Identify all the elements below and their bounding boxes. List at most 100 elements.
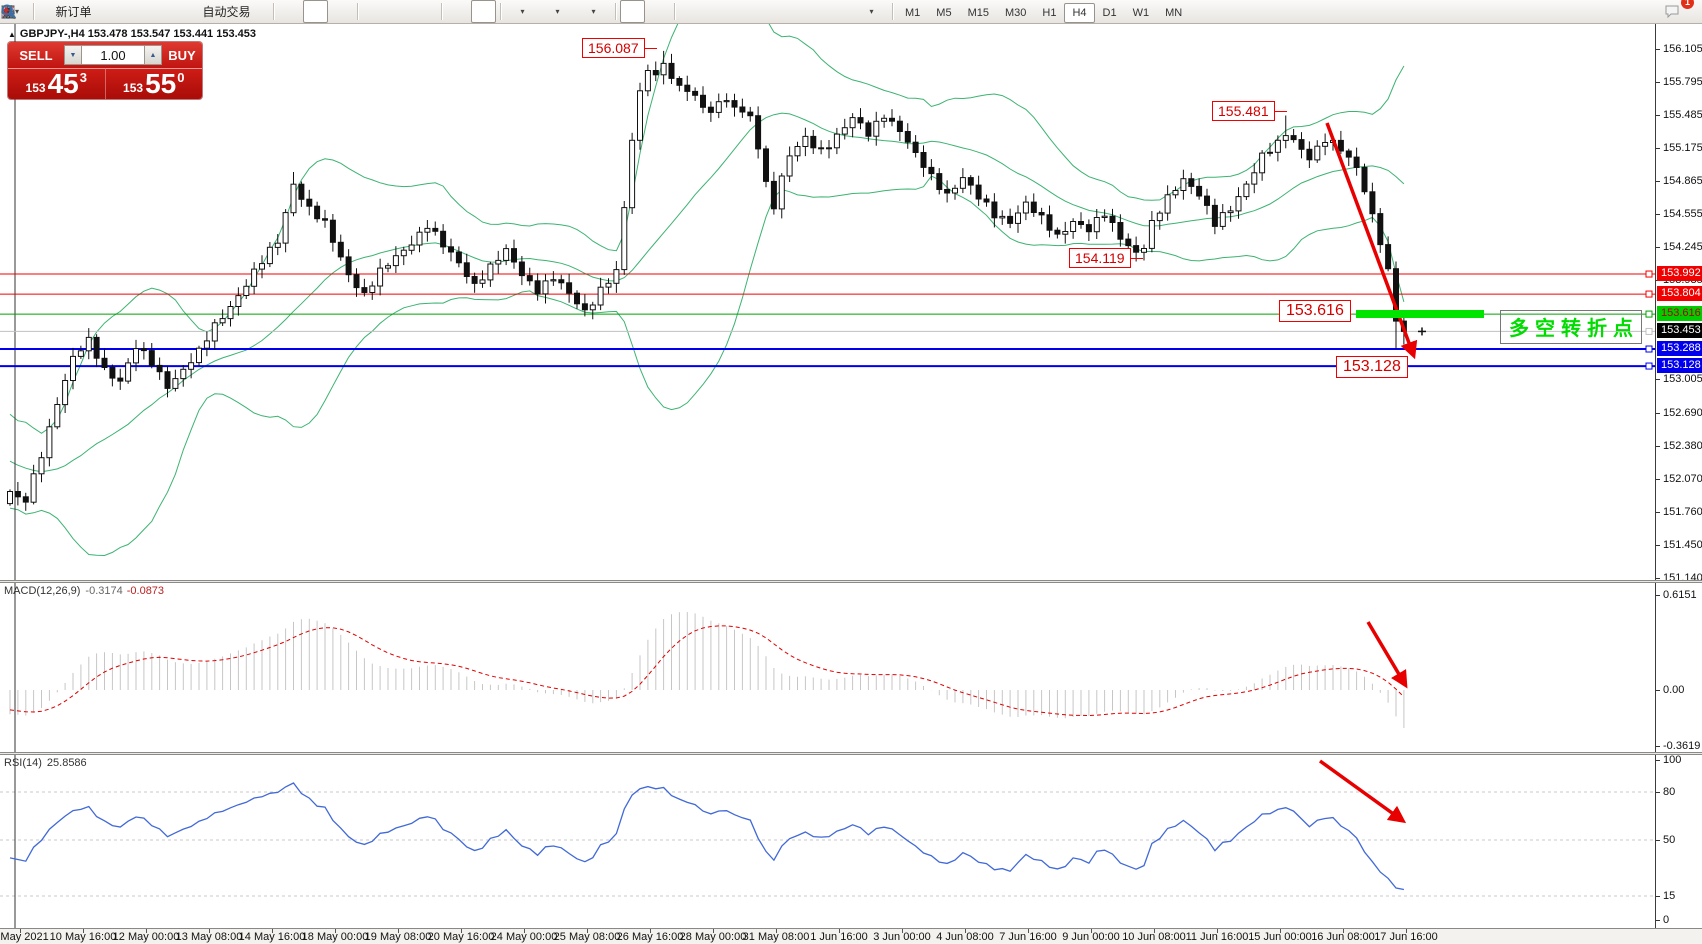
trendline-tool[interactable] [2, 0, 754, 23]
symbol-ohlc-text: GBPJPY-,H4 153.478 153.547 153.441 153.4… [19, 28, 256, 40]
timeframe-M30[interactable]: M30 [1004, 6, 1027, 19]
equidistant-channel-tool[interactable]: E [1, 0, 779, 23]
vertical-line-tool[interactable] [7, 0, 704, 23]
rsi-tick: 0 [1663, 914, 1670, 926]
time-label: 4 Jun 08:00 [936, 931, 994, 943]
price-axis[interactable]: 156.105 155.795 155.485 155.175 154.865 154.5… [1655, 24, 1702, 928]
rsi-indicator-label: RSI(14) 25.8586 [4, 757, 87, 769]
time-label: 16 Jun 08:00 [1311, 931, 1375, 943]
time-label: 7 Jun 16:00 [999, 931, 1057, 943]
buy-price[interactable]: 153 55 0 [104, 68, 202, 99]
timeframe-W1[interactable]: W1 [1132, 6, 1150, 19]
price-annotation[interactable]: 153.128 [1336, 356, 1408, 378]
chevron-down-icon: ▾ [555, 7, 560, 16]
price-tick: 151.760 [1663, 506, 1702, 518]
price-annotation[interactable]: 153.616 [1279, 300, 1351, 322]
sell-button[interactable]: SELL [19, 47, 53, 63]
periods-button[interactable]: ▾ [1, 0, 575, 23]
timeframe-D1[interactable]: D1 [1102, 6, 1117, 19]
separator [615, 3, 616, 20]
time-label: 17 Jun 16:00 [1374, 931, 1438, 943]
text-label-tool[interactable]: T [1, 0, 854, 23]
notifications-button[interactable]: 1 [1663, 0, 1694, 23]
rsi-value: 25.8586 [46, 757, 87, 769]
price-tick: 154.865 [1663, 175, 1702, 187]
timeframe-M5[interactable]: M5 [936, 6, 952, 19]
search-button[interactable] [1, 0, 1653, 23]
autotrading-label: 自动交易 [202, 5, 251, 19]
pane-splitter[interactable] [0, 580, 1702, 583]
symbol-info: ▲ GBPJPY-,H4 153.478 153.547 153.441 153.… [8, 28, 256, 40]
axis-price-tag: 153.804 [1657, 286, 1702, 301]
timeframe-H4[interactable]: H4 [1064, 2, 1095, 23]
price-tick: 156.105 [1663, 43, 1702, 55]
time-label: 10 Jun 08:00 [1122, 931, 1186, 943]
timeframe-M1[interactable]: M1 [905, 6, 921, 19]
one-click-trading-panel: SELL ▼ 1.00 ▲ BUY 153 45 3 153 55 0 [8, 42, 202, 99]
timeframe-MN[interactable]: MN [1165, 6, 1183, 19]
price-tick: 154.555 [1663, 208, 1702, 220]
cursor-tool-button[interactable] [5, 0, 645, 23]
templates-button[interactable]: ▾ [1, 0, 611, 23]
axis-price-tag: 153.616 [1657, 306, 1702, 321]
fibonacci-tool[interactable]: F [2, 0, 804, 23]
volume-input[interactable]: 1.00 [82, 45, 144, 65]
crosshair-tool-button[interactable] [2, 0, 670, 23]
new-order-button[interactable]: 新订单 [2, 0, 110, 23]
axis-price-tag: 153.128 [1657, 358, 1702, 373]
macd-pane[interactable] [0, 583, 1655, 752]
rsi-tick: 50 [1663, 834, 1676, 846]
time-label: 24 May 00:00 [490, 931, 558, 943]
timeframe-M15[interactable]: M15 [967, 6, 989, 19]
price-tick: 152.690 [1663, 407, 1702, 419]
chevron-down-icon: ▾ [591, 7, 596, 16]
styler-button[interactable] [2, 0, 135, 23]
main-chart-pane[interactable] [0, 24, 1655, 580]
time-label: 13 May 08:00 [175, 931, 243, 943]
svg-text:A: A [4, 5, 14, 20]
price-annotation[interactable]: 154.119 [1069, 248, 1143, 268]
bar-chart-mode-button[interactable] [2, 0, 303, 23]
price-annotation[interactable]: 155.481 [1212, 101, 1287, 121]
price-annotation[interactable]: 156.087 [582, 38, 657, 58]
tile-windows-button[interactable] [1, 0, 437, 23]
triangle-icon: ▲ [8, 30, 16, 39]
axis-price-tag: 153.992 [1657, 266, 1702, 281]
price-tick: 154.245 [1663, 241, 1702, 253]
zoom-out-button[interactable] [2, 0, 412, 23]
buy-button[interactable]: BUY [168, 47, 196, 63]
time-label: 14 May 16:00 [238, 931, 306, 943]
rsi-tick: 100 [1663, 754, 1682, 766]
zoom-in-button[interactable] [2, 0, 387, 23]
arrows-tool[interactable]: ▾ [2, 0, 888, 23]
line-chart-mode-button[interactable] [1, 0, 353, 23]
rsi-pane[interactable] [0, 755, 1655, 928]
autotrading-button[interactable]: 自动交易 [1, 0, 269, 23]
price-tick: 152.380 [1663, 440, 1702, 452]
separator [674, 3, 675, 20]
signals-button[interactable] [1, 0, 185, 23]
time-label: 31 May 08:00 [742, 931, 810, 943]
chat-bubble-icon [1665, 5, 1679, 19]
indicators-button[interactable]: ▾ [1, 0, 539, 23]
chart-shift-button[interactable] [4, 0, 496, 23]
candlestick-mode-button[interactable] [3, 0, 328, 23]
axis-price-tag: 153.453 [1657, 323, 1702, 338]
callout-label[interactable]: 多空转折点 [1500, 310, 1642, 344]
time-label: 12 May 00:00 [112, 931, 180, 943]
text-tool[interactable]: A [4, 0, 829, 23]
timeframe-group: M1 M5 M15 M30 H1 H4 D1 W1 MN [897, 2, 1190, 23]
auto-scroll-button[interactable] [1, 0, 471, 23]
timeframe-H1[interactable]: H1 [1042, 6, 1057, 19]
volume-increase-button[interactable]: ▲ [144, 45, 162, 65]
notification-badge: 1 [1681, 0, 1694, 9]
macd-main-value: -0.3174 [85, 585, 123, 597]
pane-splitter[interactable] [0, 752, 1702, 755]
profile-button[interactable] [1, 0, 160, 23]
highlight-bar[interactable] [1356, 310, 1484, 318]
horizontal-line-tool[interactable] [2, 0, 729, 23]
sell-price[interactable]: 153 45 3 [8, 68, 105, 99]
volume-decrease-button[interactable]: ▼ [64, 45, 82, 65]
